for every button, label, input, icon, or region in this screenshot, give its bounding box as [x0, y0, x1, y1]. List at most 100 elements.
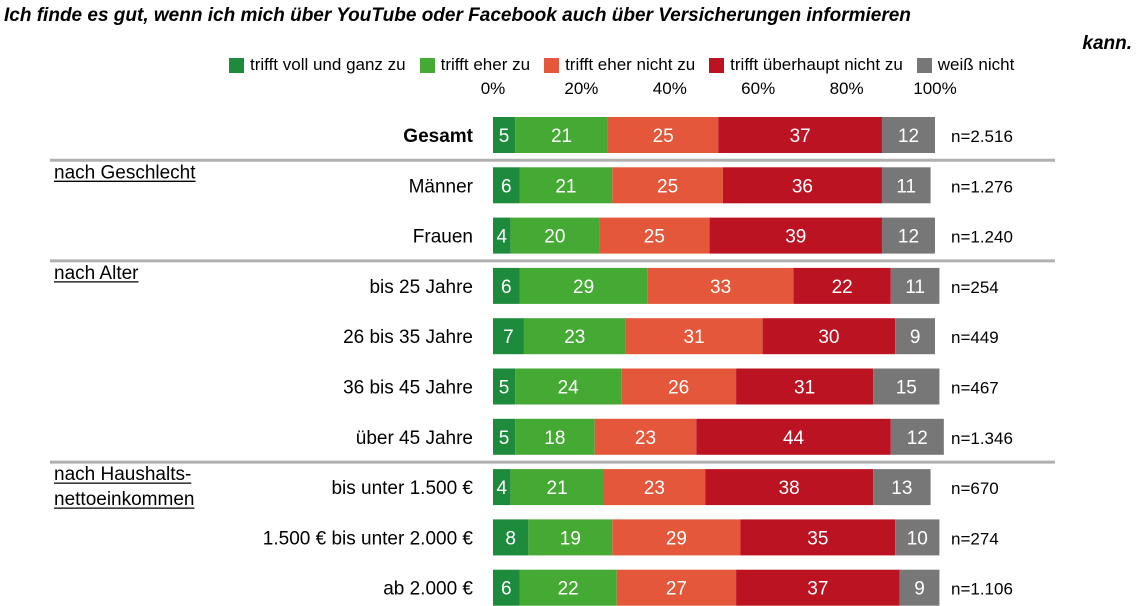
x-tick-label: 80% — [830, 79, 864, 98]
bar-segment — [625, 318, 763, 355]
group-label: nettoeinkommen — [54, 489, 194, 510]
sample-size-label: n=1.240 — [951, 228, 1013, 247]
legend-label: trifft eher nicht zu — [565, 55, 696, 74]
data-label: 29 — [573, 277, 594, 298]
group-label: nach Haushalts- — [54, 464, 191, 485]
bar-segment — [519, 267, 648, 304]
bar-segment — [493, 318, 524, 355]
bar-segment — [493, 519, 529, 556]
bar-segment — [736, 368, 874, 405]
bar-segment — [607, 117, 719, 153]
bar-segment — [493, 569, 520, 606]
x-tick-label: 60% — [741, 79, 775, 98]
sample-size-label: n=254 — [951, 278, 999, 297]
data-label: 9 — [910, 327, 921, 348]
data-label: 6 — [501, 176, 512, 197]
sample-size-label: n=1.276 — [951, 177, 1013, 196]
data-label: 25 — [657, 176, 678, 197]
data-label: 13 — [891, 478, 912, 499]
bar-segment — [493, 418, 516, 455]
bar-segment — [510, 217, 600, 254]
x-tick-label: 20% — [564, 79, 598, 98]
chart-title-line-2: kann. — [1082, 33, 1132, 54]
legend-swatch — [916, 57, 932, 73]
legend-item: trifft voll und ganz zu — [229, 55, 406, 75]
legend-item: trifft eher nicht zu — [544, 55, 695, 75]
bar-segment — [890, 267, 940, 304]
bar-segment — [515, 117, 608, 153]
data-label: 6 — [501, 277, 512, 298]
data-label: 23 — [644, 478, 665, 499]
data-label: 7 — [503, 327, 514, 348]
x-tick-label: 0% — [481, 79, 506, 98]
bar-segment — [493, 167, 520, 204]
bar-segment — [519, 569, 617, 606]
bar-segment — [899, 569, 940, 606]
data-label: 10 — [907, 528, 928, 549]
row-label: 36 bis 45 Jahre — [343, 378, 473, 399]
chart-title: Ich finde es gut, wenn ich mich über You… — [4, 2, 1132, 58]
data-label: 8 — [505, 528, 516, 549]
data-label: 9 — [914, 579, 925, 600]
bar-segment — [603, 469, 706, 506]
data-label: 22 — [832, 277, 853, 298]
legend-label: trifft eher zu — [440, 55, 531, 74]
row-label: bis unter 1.500 € — [331, 478, 473, 499]
bar-segment — [705, 469, 874, 506]
data-label: 18 — [544, 428, 565, 449]
data-label: 23 — [635, 428, 656, 449]
bar-segment — [612, 167, 723, 204]
bar-segment — [515, 418, 595, 455]
bar-segment — [621, 368, 737, 405]
bar-segment — [736, 569, 900, 606]
data-label: 12 — [907, 428, 928, 449]
bar-segment — [510, 469, 604, 506]
bar-segment — [594, 418, 697, 455]
row-label: Gesamt — [403, 126, 473, 147]
bar-segment — [709, 217, 882, 254]
bar-segment — [895, 318, 935, 355]
row-label: Frauen — [413, 227, 473, 248]
data-label: 29 — [666, 528, 687, 549]
data-label: 11 — [905, 277, 925, 298]
sample-size-label: n=467 — [951, 379, 999, 398]
bar-segment — [616, 569, 737, 606]
bar-segment — [890, 418, 944, 455]
sample-size-label: n=1.346 — [951, 429, 1013, 448]
row-label: über 45 Jahre — [356, 428, 473, 449]
bar-segment — [895, 519, 940, 556]
x-tick-label: 100% — [913, 79, 956, 98]
data-label: 27 — [666, 579, 687, 600]
data-label: 31 — [794, 378, 815, 399]
bar-segment — [493, 267, 520, 304]
legend-swatch — [709, 57, 725, 73]
data-label: 22 — [558, 579, 579, 600]
row-label: bis 25 Jahre — [369, 277, 473, 298]
data-label: 30 — [818, 327, 839, 348]
bar-segment — [740, 519, 896, 556]
data-label: 20 — [544, 227, 565, 248]
row-label: 26 bis 35 Jahre — [343, 327, 473, 348]
data-label: 11 — [896, 176, 916, 197]
bar-segment — [493, 117, 516, 153]
legend-item: trifft überhaupt nicht zu — [709, 55, 903, 75]
bar-segment — [493, 217, 511, 254]
sample-size-label: n=2.516 — [951, 127, 1013, 146]
legend-item: trifft eher zu — [419, 55, 531, 75]
bar-segment — [762, 318, 896, 355]
bar-segment — [718, 117, 882, 153]
bar-segment — [881, 167, 931, 204]
x-tick-label: 40% — [653, 79, 687, 98]
data-label: 21 — [551, 126, 572, 147]
bar-segment — [493, 469, 511, 506]
sample-size-label: n=670 — [951, 479, 999, 498]
data-label: 33 — [710, 277, 731, 298]
data-label: 5 — [499, 378, 510, 399]
data-label: 21 — [547, 478, 568, 499]
bar-segment — [722, 167, 882, 204]
data-label: 38 — [779, 478, 800, 499]
data-label: 25 — [644, 227, 665, 248]
data-label: 19 — [560, 528, 581, 549]
data-label: 15 — [896, 378, 917, 399]
